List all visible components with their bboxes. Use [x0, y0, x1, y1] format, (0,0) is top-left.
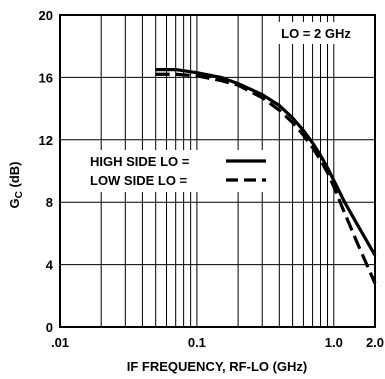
y-tick-label: 4	[46, 258, 54, 273]
y-axis-label-subscript: C	[14, 191, 25, 198]
legend: HIGH SIDE LO = LOW SIDE LO =	[83, 150, 269, 192]
curve-low-side-lo	[155, 72, 377, 284]
y-tick-label: 20	[39, 8, 53, 23]
y-tick-label: 0	[46, 320, 53, 335]
curves	[155, 68, 377, 284]
x-axis-label: IF FREQUENCY, RF-LO (GHz)	[127, 359, 308, 374]
legend-label-low-side: LOW SIDE LO =	[90, 173, 188, 188]
legend-label-high-side: HIGH SIDE LO =	[90, 154, 190, 169]
y-axis-label-main: G	[7, 198, 22, 208]
x-tick-label: .01	[51, 335, 69, 350]
y-axis-label: GC (dB)	[7, 162, 25, 209]
curve-high-side-lo	[155, 68, 377, 257]
y-tick-labels: 0 4 8 12 16 20	[39, 8, 54, 335]
x-tick-label: 0.1	[188, 335, 206, 350]
lo-annotation: LO = 2 GHz	[268, 22, 364, 44]
lo-annotation-text: LO = 2 GHz	[281, 26, 351, 41]
y-tick-label: 12	[39, 133, 53, 148]
plot-frame	[59, 14, 376, 328]
x-tick-label: 2.0	[366, 335, 384, 350]
y-tick-label: 8	[46, 195, 53, 210]
y-axis-label-unit: (dB)	[7, 162, 22, 192]
x-tick-labels: .01 0.1 1.0 2.0	[51, 335, 384, 350]
x-tick-label: 1.0	[325, 335, 343, 350]
y-tick-label: 16	[39, 70, 53, 85]
